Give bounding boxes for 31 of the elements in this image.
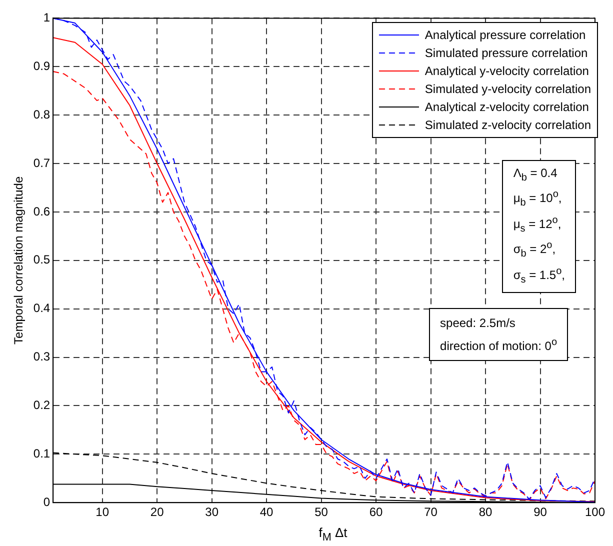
- x-tick-label: 80: [478, 505, 493, 520]
- text: Λ$_{b}$ = 0.4 μ$_{b}$ = 10$^{o}$, μ$_{s}$ = 12$^{o}$, σ$_{b}$ = 2$^{o}$, σ$_{s}$ = 1.5$^{o}$,: [513, 166, 565, 285]
- x-tick-label: 70: [424, 505, 438, 520]
- y-tick-label: 0.8: [33, 107, 50, 122]
- y-tick-label: 0.1: [33, 446, 50, 460]
- legend-label: Analytical y-velocity correlation: [424, 64, 589, 78]
- y-tick-label: 0.4: [33, 301, 50, 316]
- legend-label: Analytical pressure correlation: [424, 28, 586, 42]
- y-axis-title: Temporal correlation magnitude: [12, 176, 26, 344]
- y-tick-label: 0.5: [33, 252, 50, 267]
- y-tick-label: 0.3: [33, 350, 50, 364]
- x-tick-label: 60: [369, 505, 384, 520]
- y-tick-label: 0.6: [33, 204, 50, 218]
- legend-label: Analytical z-velocity correlation: [424, 100, 589, 114]
- x-tick-label: 90: [534, 505, 548, 520]
- x-tick-label: 100: [584, 505, 606, 520]
- y-tick-label: 0.2: [33, 398, 50, 412]
- x-tick-label: 40: [260, 505, 274, 520]
- y-tick-label: 0.9: [33, 58, 50, 73]
- annotation: speed: 2.5m/s direction of motion: 0$^{o}$: [429, 308, 568, 361]
- legend-label: Simulated pressure correlation: [424, 46, 588, 60]
- y-tick-label: 1: [43, 10, 50, 25]
- legend-label: Simulated z-velocity correlation: [424, 118, 591, 132]
- x-tick-label: 50: [314, 505, 328, 520]
- y-tick-label: 0: [43, 494, 50, 509]
- legend-label: Simulated y-velocity correlation: [424, 82, 591, 96]
- y-tick-label: 0.7: [33, 156, 50, 170]
- x-tick-label: 10: [96, 505, 110, 520]
- x-tick-label: 30: [205, 505, 219, 520]
- x-axis-title: f$_{M}$ Δt: [318, 525, 348, 544]
- x-tick-label: 20: [150, 505, 164, 520]
